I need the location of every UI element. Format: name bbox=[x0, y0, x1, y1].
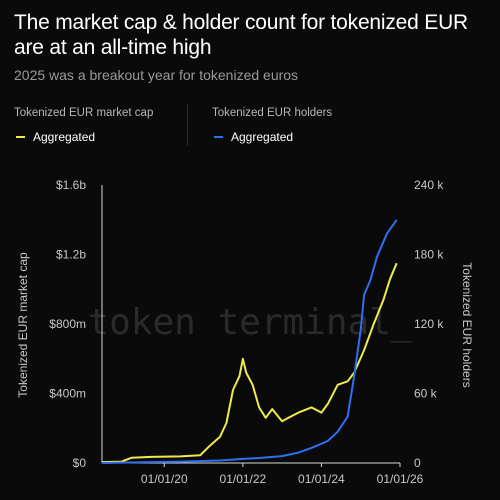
legend-item-holders[interactable]: Aggregated bbox=[212, 130, 332, 144]
right-tick-label: 120 k bbox=[414, 317, 444, 331]
x-tick-label: 01/01/22 bbox=[220, 472, 267, 486]
right-tick-label: 240 k bbox=[414, 178, 444, 192]
x-tick-label: 01/01/20 bbox=[141, 472, 188, 486]
holders-line bbox=[101, 219, 398, 464]
right-axis-title: Tokenized EUR holders bbox=[460, 262, 474, 387]
left-tick-label: $400m bbox=[49, 387, 86, 401]
left-tick-label: $1.6b bbox=[56, 178, 86, 192]
x-tick-label: 01/01/24 bbox=[298, 472, 345, 486]
legend-label-holders: Aggregated bbox=[231, 130, 294, 144]
legend-market-cap: Tokenized EUR market cap Aggregated bbox=[14, 107, 153, 144]
chart-title: The market cap & holder count for tokeni… bbox=[14, 11, 468, 59]
x-tick-label: 01/01/26 bbox=[377, 472, 424, 486]
left-tick-label: $800m bbox=[49, 317, 86, 331]
legend-swatch-holders bbox=[214, 136, 223, 138]
watermark: token terminal_ bbox=[87, 302, 412, 343]
right-tick-label: 180 k bbox=[414, 248, 444, 262]
legend-holders: Tokenized EUR holders Aggregated bbox=[212, 107, 332, 144]
left-tick-label: $1.2b bbox=[56, 248, 86, 262]
legend-heading-market-cap: Tokenized EUR market cap bbox=[14, 107, 154, 119]
right-tick-label: 60 k bbox=[414, 387, 438, 401]
legend-heading-holders: Tokenized EUR holders bbox=[212, 107, 333, 119]
left-tick-label: $0 bbox=[73, 456, 87, 470]
legend-swatch-market-cap bbox=[16, 136, 25, 138]
right-tick-label: 0 bbox=[414, 456, 421, 470]
legend-label-market-cap: Aggregated bbox=[33, 130, 96, 144]
series-lines bbox=[101, 219, 398, 464]
chart-subtitle: 2025 was a breakout year for tokenized e… bbox=[14, 67, 299, 83]
legend-divider bbox=[187, 104, 188, 146]
market-cap-line bbox=[101, 262, 398, 464]
legend-item-market-cap[interactable]: Aggregated bbox=[14, 130, 153, 144]
left-axis-title: Tokenized EUR market cap bbox=[16, 252, 30, 398]
